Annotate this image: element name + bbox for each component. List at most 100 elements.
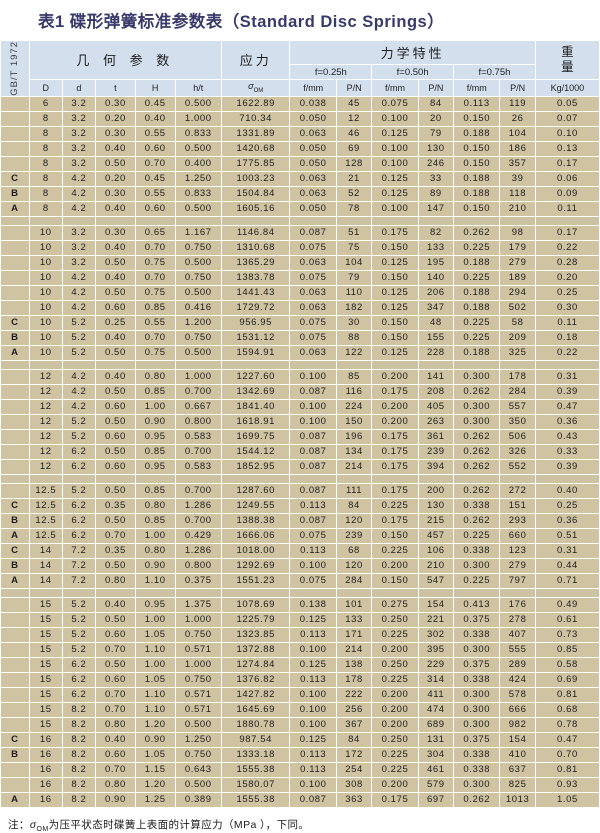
data-cell: 0.416: [174, 299, 222, 316]
series-label-cell: C: [0, 731, 30, 748]
data-cell: 0.175: [371, 791, 419, 808]
data-cell: 154: [417, 596, 455, 613]
data-cell: 12.5: [28, 497, 63, 514]
data-cell: 0.50: [95, 482, 136, 499]
header-weight-line2: 量: [561, 59, 574, 74]
data-cell: 0.47: [534, 398, 600, 415]
header-row-columns: D d t H h/t σOM f/mm P/N f/mm P/N f/mm P…: [1, 78, 600, 97]
group-separator-cell: [335, 359, 373, 370]
data-cell: 0.262: [453, 482, 501, 499]
data-cell: 279: [499, 254, 536, 271]
data-cell: 797: [499, 572, 536, 589]
data-cell: 0.22: [534, 344, 600, 361]
table-row: 15 5.2 0.50 1.00 1.000 1225.79 0.125 133 0.250 22…: [0, 611, 600, 628]
data-cell: 0.262: [453, 224, 501, 241]
data-cell: 0.40: [95, 368, 136, 385]
group-separator-cell: [499, 473, 536, 484]
series-label-cell: A: [0, 344, 30, 361]
data-cell: 557: [499, 398, 536, 415]
data-cell: 10: [28, 254, 63, 271]
series-label-cell: [0, 701, 30, 718]
data-cell: 0.250: [371, 611, 419, 628]
table-row: C 8 4.2 0.20 0.45 1.250 1003.23 0.063 21 0.125 33 0…: [0, 170, 600, 187]
data-cell: 0.087: [289, 482, 337, 499]
data-cell: 0.050: [289, 110, 337, 127]
data-cell: 1.10: [134, 701, 176, 718]
data-cell: 0.338: [453, 671, 501, 688]
data-cell: 4.2: [61, 185, 97, 202]
data-cell: 1551.23: [220, 572, 291, 589]
series-label-cell: C: [0, 542, 30, 559]
data-cell: 0.175: [371, 458, 419, 475]
data-cell: 0.750: [174, 671, 222, 688]
data-cell: 0.075: [371, 95, 419, 112]
data-cell: 0.80: [95, 776, 136, 793]
data-cell: 8.2: [61, 776, 97, 793]
data-cell: 12: [335, 110, 373, 127]
data-cell: 33: [417, 170, 455, 187]
data-cell: 0.50: [95, 155, 136, 172]
data-cell: 0.100: [289, 413, 337, 430]
data-cell: 1.10: [134, 572, 176, 589]
header-col-P-050: P/N: [417, 78, 455, 97]
group-separator: [0, 215, 600, 226]
data-cell: 547: [417, 572, 455, 589]
table-row: 10 4.2 0.50 0.75 0.500 1441.43 0.063 110 0.125 20…: [0, 284, 600, 301]
table-row: 8 3.2 0.20 0.40 1.000 710.34 0.050 12 0.100 20 0.1…: [0, 110, 600, 127]
data-cell: 3.2: [61, 125, 97, 142]
data-cell: 0.125: [371, 125, 419, 142]
data-cell: 130: [417, 140, 455, 157]
table-row: 15 5.2 0.40 0.95 1.375 1078.69 0.138 101 0.275 15…: [0, 596, 600, 613]
data-cell: 0.55: [134, 185, 176, 202]
data-cell: 0.375: [174, 572, 222, 589]
footnote-sigma-subscript: OM: [36, 825, 49, 833]
data-cell: 229: [417, 656, 455, 673]
data-cell: 89: [417, 185, 455, 202]
data-cell: 308: [335, 776, 373, 793]
data-cell: 224: [335, 398, 373, 415]
data-cell: 214: [335, 641, 373, 658]
data-cell: 0.389: [174, 791, 222, 808]
data-cell: 0.200: [371, 398, 419, 415]
data-cell: 0.70: [534, 746, 600, 763]
data-cell: 1.000: [174, 368, 222, 385]
group-separator-cell: [134, 587, 176, 598]
data-cell: 7.2: [61, 542, 97, 559]
data-cell: 116: [335, 383, 373, 400]
data-cell: 0.81: [534, 686, 600, 703]
sigma-symbol: σ: [248, 81, 254, 92]
data-cell: 0.95: [134, 596, 176, 613]
data-cell: 697: [417, 791, 455, 808]
data-cell: 12.5: [28, 527, 63, 544]
group-separator-cell: [371, 587, 419, 598]
data-cell: 0.31: [534, 542, 600, 559]
header-col-sigma: σOM: [220, 78, 291, 97]
series-label-cell: [0, 224, 30, 241]
group-separator-cell: [95, 359, 136, 370]
data-cell: 1.167: [174, 224, 222, 241]
data-cell: 5.2: [61, 314, 97, 331]
data-cell: 6.2: [61, 686, 97, 703]
data-cell: 0.100: [371, 200, 419, 217]
data-cell: 0.60: [95, 398, 136, 415]
data-cell: 0.300: [453, 686, 501, 703]
data-cell: 0.100: [289, 701, 337, 718]
data-cell: 0.500: [174, 776, 222, 793]
data-cell: 0.375: [453, 611, 501, 628]
group-separator-cell: [0, 587, 30, 598]
data-cell: 0.338: [453, 626, 501, 643]
data-cell: 5.2: [61, 611, 97, 628]
data-cell: 200: [417, 482, 455, 499]
footnote: 注：σOM为压平状态时碟簧上表面的计算应力（MPa ），下同。: [0, 817, 600, 833]
data-cell: 12: [28, 458, 63, 475]
group-separator-cell: [499, 359, 536, 370]
data-cell: 0.700: [174, 383, 222, 400]
group-separator-cell: [134, 473, 176, 484]
series-label-cell: [0, 155, 30, 172]
data-cell: 0.500: [174, 716, 222, 733]
data-cell: 133: [417, 239, 455, 256]
data-cell: 6.2: [61, 443, 97, 460]
data-cell: 0.500: [174, 284, 222, 301]
data-cell: 0.700: [174, 512, 222, 529]
table-row: 8 3.2 0.30 0.55 0.833 1331.89 0.063 46 0.125 79 0.…: [0, 125, 600, 142]
